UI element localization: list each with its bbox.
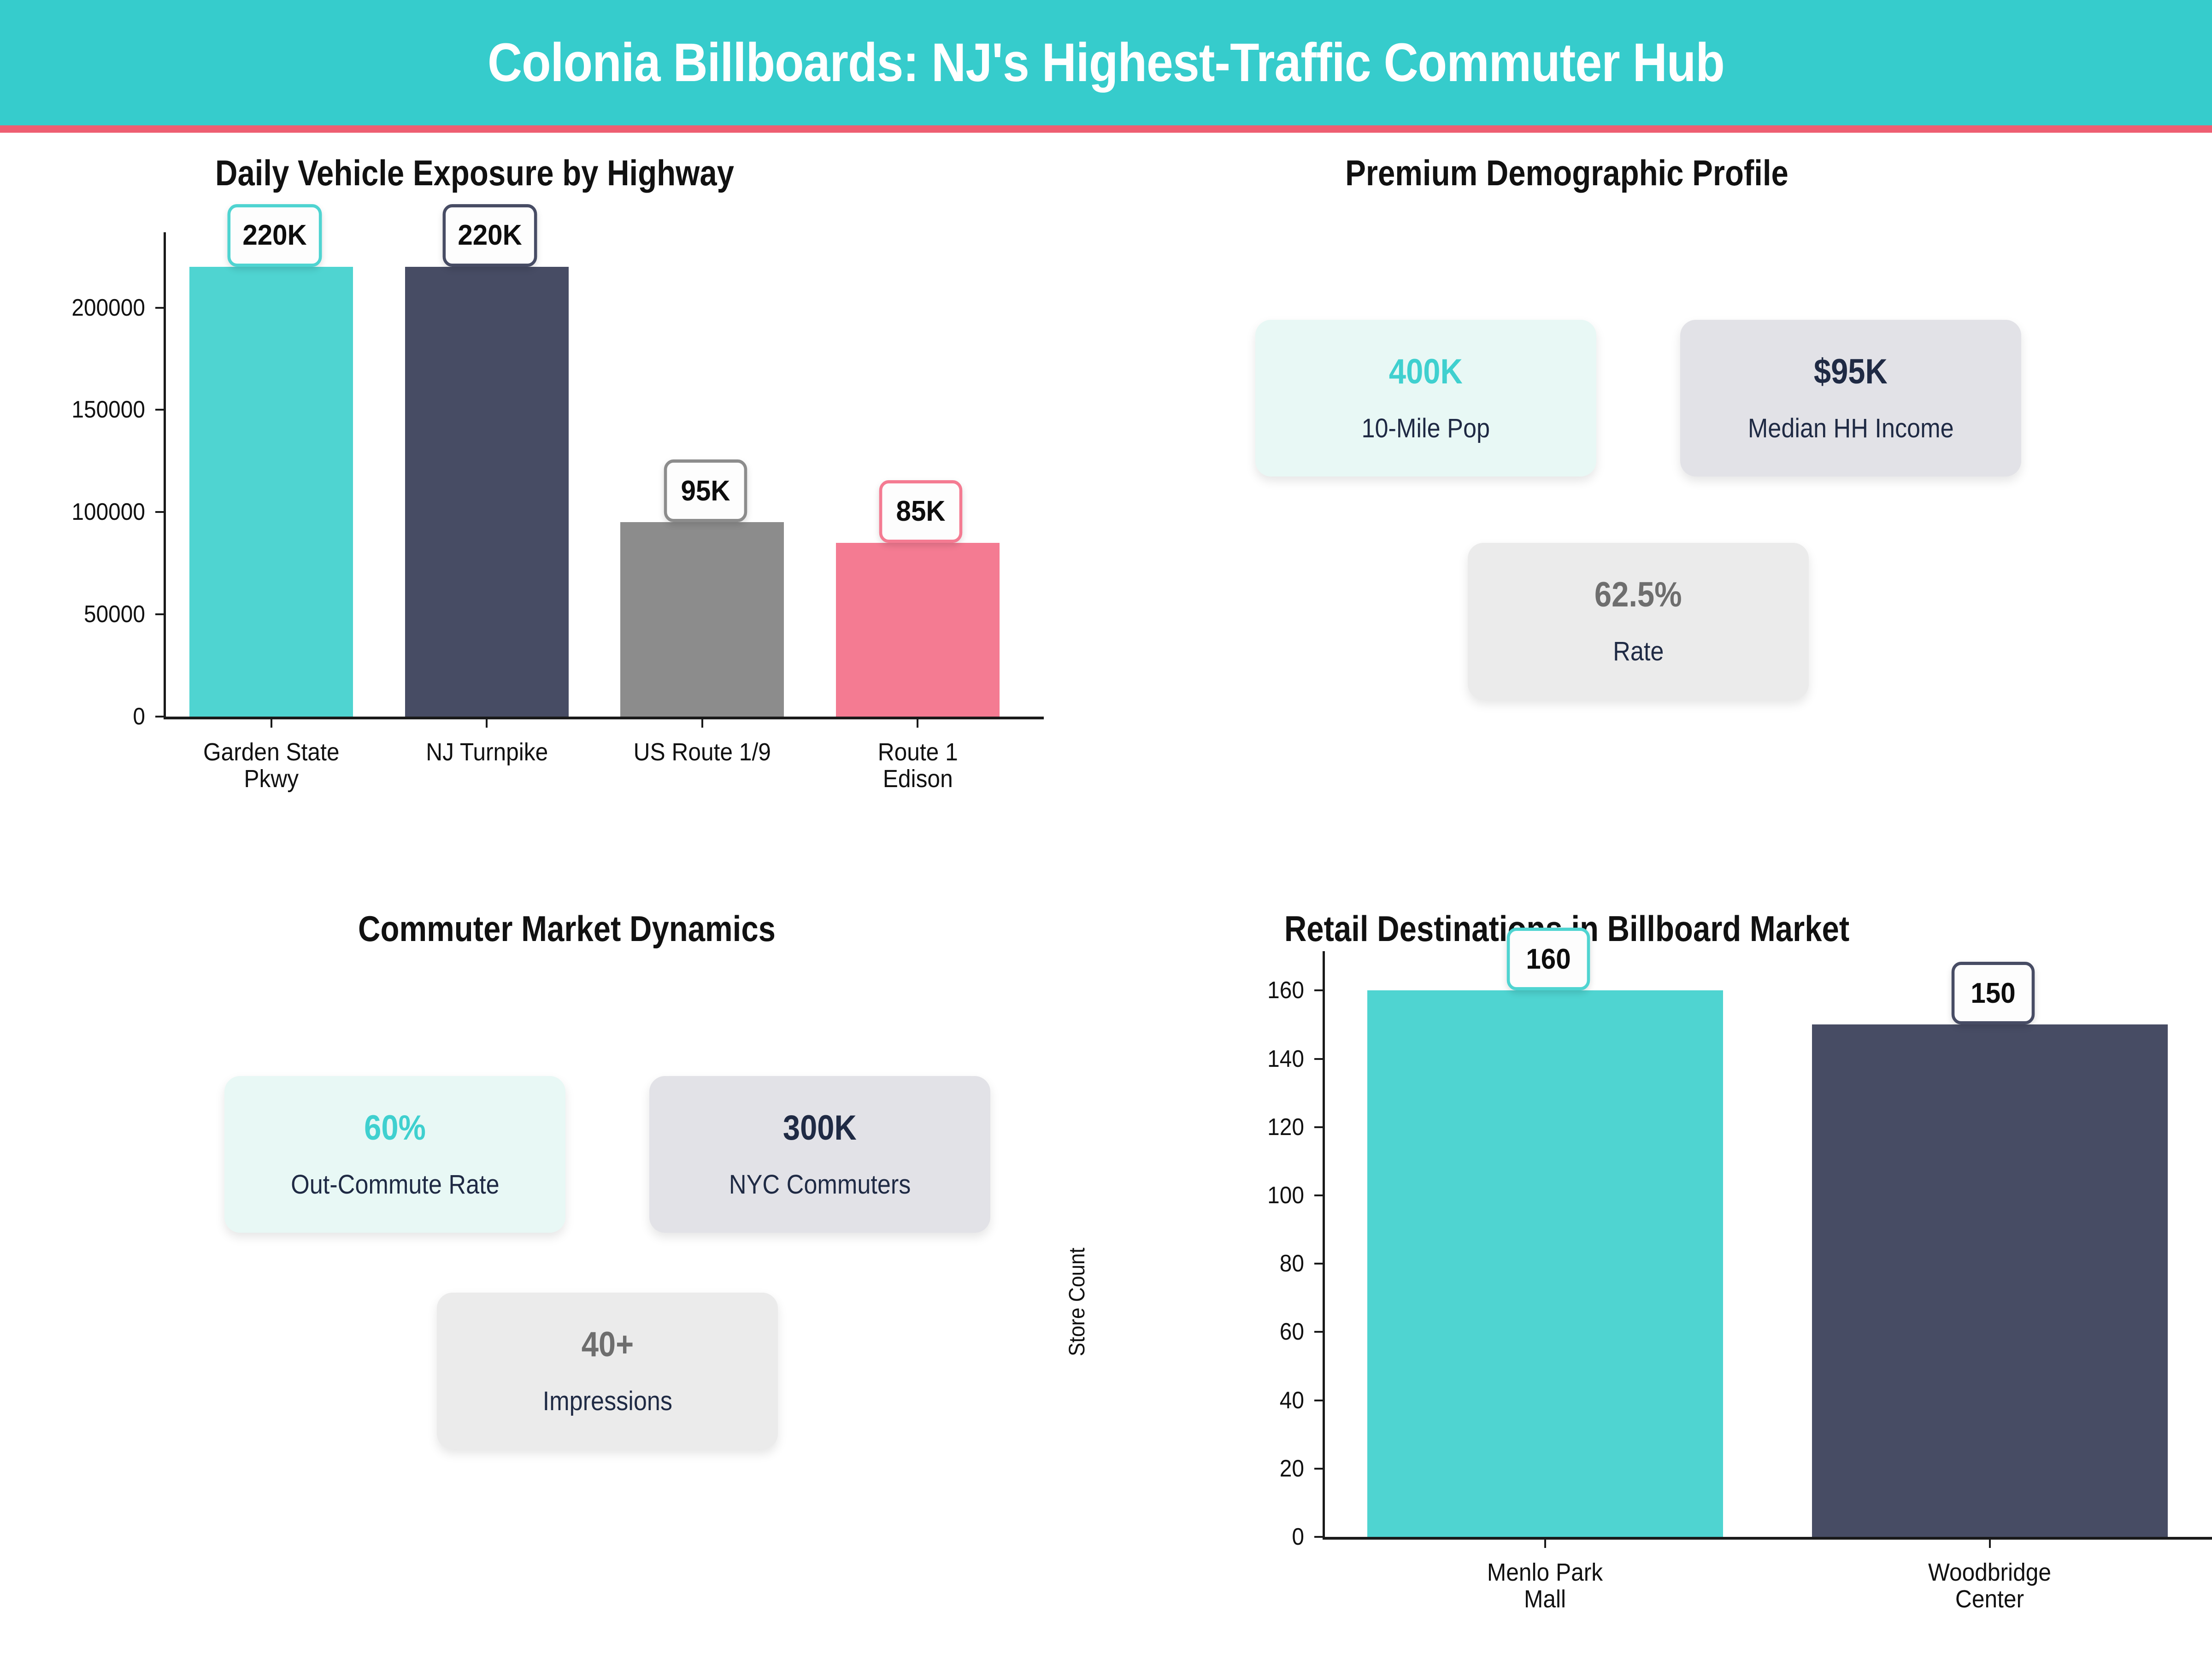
kpi-card-out-commute-rate[interactable]: 60% Out-Commute Rate (224, 1076, 565, 1233)
y-axis-tick (1314, 1058, 1323, 1060)
x-axis-tick-label: Route 1 Edison (877, 738, 958, 793)
y-axis-tick (1314, 1126, 1323, 1128)
y-axis-tick (1314, 1467, 1323, 1470)
bar-value-badge: 85K (879, 480, 963, 543)
demographics-panel-title: Premium Demographic Profile (1345, 153, 1788, 193)
y-axis-tick-label: 80 (1279, 1250, 1304, 1277)
kpi-card-median-hh-income[interactable]: $95K Median HH Income (1680, 320, 2021, 477)
y-axis-tick-label: 20 (1279, 1455, 1304, 1482)
bar-value-badge: 95K (664, 459, 747, 523)
kpi-card-rate[interactable]: 62.5% Rate (1468, 543, 1809, 700)
x-axis-tick (917, 719, 919, 728)
kpi-value: 400K (1389, 352, 1463, 391)
y-axis-tick-label: 40 (1279, 1387, 1304, 1414)
x-axis-tick-label: US Route 1/9 (633, 738, 771, 766)
x-axis-line (164, 717, 1044, 719)
y-axis-title: Store Count (1065, 1247, 1089, 1356)
retail-bar-chart: 0 20 40 60 80 100 120 140 160 Store Count Menlo Pa… (1065, 928, 2212, 1627)
y-axis-tick-label: 140 (1267, 1045, 1304, 1072)
y-axis-tick (155, 511, 164, 513)
y-axis-tick-label: 150000 (71, 396, 145, 424)
bar-value-badge: 220K (227, 204, 322, 267)
kpi-label: 10-Mile Pop (1361, 413, 1490, 443)
kpi-value: 300K (783, 1108, 857, 1147)
y-axis-line (164, 232, 166, 717)
bar-value-badge: 220K (442, 204, 537, 267)
y-axis-tick (1314, 1194, 1323, 1196)
kpi-label: Rate (1612, 636, 1664, 666)
kpi-value: 62.5% (1594, 575, 1682, 614)
y-axis-tick-label: 50000 (83, 601, 145, 628)
y-axis-tick-label: 100000 (71, 499, 145, 526)
x-axis-tick (701, 719, 703, 728)
y-axis-tick (1314, 989, 1323, 992)
x-axis-tick-label: Garden State Pkwy (203, 738, 340, 793)
y-axis-tick (1314, 1331, 1323, 1333)
x-axis-tick-label: Woodbridge Center (1928, 1559, 2051, 1613)
kpi-value: 40+ (581, 1325, 634, 1364)
y-axis-tick (155, 409, 164, 411)
bar[interactable] (1812, 1024, 2168, 1537)
y-axis-tick (1314, 1263, 1323, 1265)
y-axis-tick-label: 0 (133, 703, 145, 730)
y-axis-tick (1314, 1536, 1323, 1538)
y-axis-tick-label: 200000 (71, 294, 145, 321)
x-axis-tick (486, 719, 488, 728)
x-axis-tick-label: NJ Turnpike (425, 738, 548, 766)
kpi-card-impressions[interactable]: 40+ Impressions (437, 1293, 778, 1449)
bar[interactable] (189, 266, 353, 717)
y-axis-tick-label: 120 (1267, 1113, 1304, 1141)
y-axis-tick-label: 0 (1292, 1524, 1304, 1550)
kpi-label: Out-Commute Rate (290, 1170, 500, 1200)
x-axis-tick (1988, 1540, 1991, 1548)
bar[interactable] (620, 522, 784, 717)
kpi-card-nyc-commuters[interactable]: 300K NYC Commuters (649, 1076, 990, 1233)
y-axis-tick-label: 160 (1267, 977, 1304, 1004)
bar[interactable] (405, 266, 569, 717)
traffic-bar-chart: 050000100000150000200000Daily Vehicles (… (0, 184, 1060, 793)
kpi-card-10-mile-pop[interactable]: 400K 10-Mile Pop (1255, 320, 1596, 477)
kpi-value: 60% (364, 1108, 426, 1147)
y-axis-tick-label: 60 (1279, 1318, 1304, 1346)
header-accent-bar (0, 125, 2212, 133)
traffic-chart-title: Daily Vehicle Exposure by Highway (215, 153, 734, 193)
bar[interactable] (835, 542, 1000, 717)
bar-value-badge: 160 (1506, 928, 1590, 991)
header-banner: Colonia Billboards: NJ's Highest-Traffic… (0, 0, 2212, 125)
kpi-label: NYC Commuters (729, 1170, 911, 1200)
y-axis-tick (155, 613, 164, 616)
y-axis-tick (155, 306, 164, 309)
y-axis-tick (1314, 1399, 1323, 1401)
x-axis-line (1323, 1537, 2212, 1540)
bar-value-badge: 150 (1951, 962, 2035, 1025)
bar[interactable] (1367, 990, 1723, 1537)
y-axis-tick (155, 716, 164, 718)
kpi-value: $95K (1814, 352, 1888, 391)
y-axis-line (1323, 951, 1325, 1537)
x-axis-tick (1544, 1540, 1546, 1548)
y-axis-tick-label: 100 (1267, 1182, 1304, 1209)
commuter-panel-title: Commuter Market Dynamics (358, 908, 776, 949)
x-axis-tick (270, 719, 272, 728)
kpi-label: Impressions (542, 1386, 672, 1416)
x-axis-tick-label: Menlo Park Mall (1487, 1559, 1603, 1613)
page-title: Colonia Billboards: NJ's Highest-Traffic… (488, 32, 1725, 93)
kpi-label: Median HH Income (1747, 413, 1954, 443)
